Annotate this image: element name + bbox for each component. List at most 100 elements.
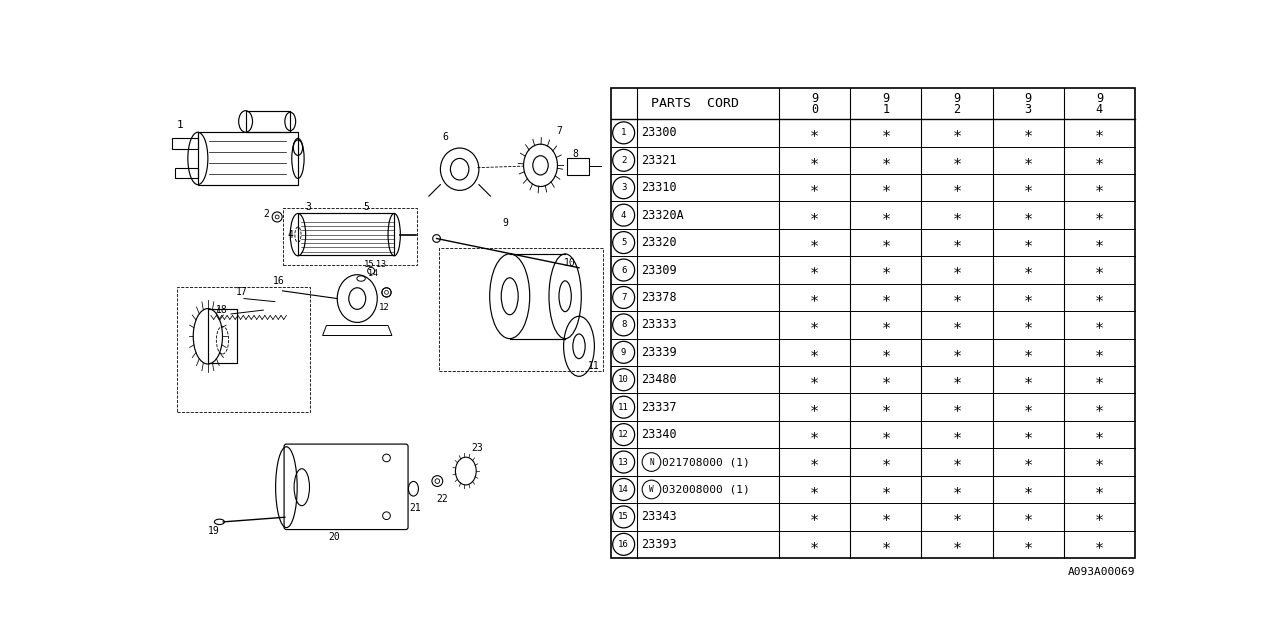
Text: ∗: ∗ (810, 235, 819, 250)
Text: ∗: ∗ (882, 372, 891, 387)
Text: 8: 8 (621, 321, 626, 330)
Text: 1: 1 (621, 129, 626, 138)
Text: 2: 2 (954, 102, 960, 116)
Text: ∗: ∗ (810, 290, 819, 305)
Text: ∗: ∗ (810, 345, 819, 360)
Text: ∗: ∗ (810, 262, 819, 278)
Text: ∗: ∗ (1024, 427, 1033, 442)
Text: ∗: ∗ (810, 399, 819, 415)
Text: 6: 6 (621, 266, 626, 275)
Text: 22: 22 (436, 494, 448, 504)
Text: 14: 14 (618, 485, 628, 494)
Text: ∗: ∗ (1024, 207, 1033, 223)
Text: ∗: ∗ (882, 207, 891, 223)
Text: ∗: ∗ (952, 235, 961, 250)
Text: ∗: ∗ (1094, 235, 1103, 250)
Text: 11: 11 (618, 403, 628, 412)
Text: ∗: ∗ (1024, 399, 1033, 415)
Text: ∗: ∗ (882, 509, 891, 524)
Text: ∗: ∗ (952, 180, 961, 195)
Text: 11: 11 (589, 360, 600, 371)
Text: 23480: 23480 (641, 373, 677, 387)
Text: A093A00069: A093A00069 (1068, 567, 1135, 577)
Bar (611, 88, 1135, 558)
Text: ∗: ∗ (1094, 372, 1103, 387)
Text: ∗: ∗ (810, 537, 819, 552)
Text: ∗: ∗ (810, 427, 819, 442)
Text: W: W (649, 485, 654, 494)
Text: 9: 9 (1025, 92, 1032, 105)
Text: 21: 21 (410, 503, 421, 513)
Text: ∗: ∗ (1094, 427, 1103, 442)
Text: 16: 16 (618, 540, 628, 549)
Text: 3: 3 (306, 202, 311, 212)
Text: 5: 5 (621, 238, 626, 247)
Text: ∗: ∗ (810, 509, 819, 524)
Text: 23393: 23393 (641, 538, 677, 551)
Text: ∗: ∗ (810, 207, 819, 223)
Text: ∗: ∗ (810, 482, 819, 497)
Text: 13: 13 (376, 260, 385, 269)
Text: ∗: ∗ (952, 454, 961, 470)
Bar (198, 132, 298, 184)
Text: ∗: ∗ (952, 317, 961, 332)
Text: ∗: ∗ (810, 317, 819, 332)
Text: ∗: ∗ (810, 180, 819, 195)
Text: ∗: ∗ (1094, 399, 1103, 415)
Text: 8: 8 (573, 148, 579, 159)
Text: 23320A: 23320A (641, 209, 684, 221)
Text: 23378: 23378 (641, 291, 677, 304)
Text: 9: 9 (882, 92, 890, 105)
Text: ∗: ∗ (882, 399, 891, 415)
Text: 3: 3 (1025, 102, 1032, 116)
Text: 4: 4 (287, 230, 293, 239)
Text: ∗: ∗ (810, 153, 819, 168)
Text: ∗: ∗ (882, 537, 891, 552)
Text: ∗: ∗ (882, 290, 891, 305)
Text: ∗: ∗ (1094, 207, 1103, 223)
Text: ∗: ∗ (810, 125, 819, 140)
Text: 23321: 23321 (641, 154, 677, 167)
Text: ∗: ∗ (810, 372, 819, 387)
Text: 4: 4 (621, 211, 626, 220)
Text: 9: 9 (812, 92, 818, 105)
Text: ∗: ∗ (1094, 125, 1103, 140)
Text: ∗: ∗ (882, 235, 891, 250)
Text: 15: 15 (364, 260, 374, 269)
Text: 0: 0 (812, 102, 818, 116)
Text: ∗: ∗ (952, 372, 961, 387)
Text: 1: 1 (882, 102, 890, 116)
Bar (298, 213, 394, 255)
Text: 23: 23 (471, 443, 483, 453)
Text: 23333: 23333 (641, 318, 677, 332)
Bar (207, 309, 237, 364)
Text: ∗: ∗ (1094, 454, 1103, 470)
Text: 23339: 23339 (641, 346, 677, 359)
Text: 17: 17 (237, 287, 248, 298)
Text: PARTS  CORD: PARTS CORD (652, 97, 739, 110)
Text: ∗: ∗ (952, 482, 961, 497)
Text: ∗: ∗ (1024, 509, 1033, 524)
Text: 23309: 23309 (641, 264, 677, 276)
Text: ∗: ∗ (1024, 345, 1033, 360)
Text: ∗: ∗ (952, 262, 961, 278)
Text: ∗: ∗ (882, 262, 891, 278)
Text: ∗: ∗ (882, 153, 891, 168)
Text: 12: 12 (379, 303, 389, 312)
Text: ∗: ∗ (1024, 372, 1033, 387)
Text: 2: 2 (621, 156, 626, 164)
Text: ∗: ∗ (1024, 454, 1033, 470)
Text: 23343: 23343 (641, 511, 677, 524)
Text: ∗: ∗ (1024, 235, 1033, 250)
Text: ∗: ∗ (882, 454, 891, 470)
Text: 1: 1 (177, 120, 183, 129)
Text: 23320: 23320 (641, 236, 677, 249)
Text: 16: 16 (273, 276, 284, 286)
Bar (567, 157, 589, 175)
Text: ∗: ∗ (1094, 317, 1103, 332)
Text: ∗: ∗ (952, 207, 961, 223)
Text: 021708000 (1): 021708000 (1) (662, 457, 750, 467)
Text: 19: 19 (207, 526, 220, 536)
Text: 18: 18 (215, 305, 228, 315)
Text: ∗: ∗ (952, 290, 961, 305)
